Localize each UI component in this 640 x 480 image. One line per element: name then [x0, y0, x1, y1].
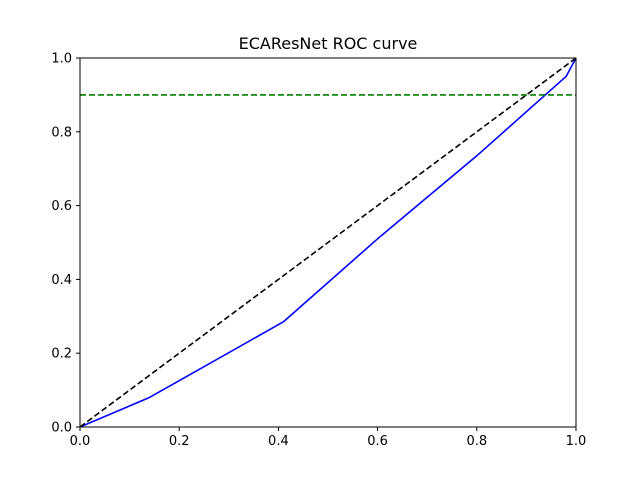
- series-group: [80, 58, 576, 427]
- y-tick-label: 0.0: [51, 421, 72, 436]
- x-tick-label: 0.8: [466, 434, 487, 449]
- y-tick-label: 0.4: [51, 273, 72, 288]
- plot-content: 0.0 0.2 0.4 0.6 0.8 1.0 0.0 0.2 0.4 0.6 0.8 1.0: [51, 52, 586, 450]
- y-tick-label: 0.2: [51, 347, 72, 362]
- x-tick-label: 0.4: [268, 434, 289, 449]
- x-tick-label: 0.2: [169, 434, 190, 449]
- series-line-1: [80, 58, 576, 427]
- chart-title: ECAResNet ROC curve: [239, 34, 418, 53]
- x-tick-label: 0.0: [70, 434, 91, 449]
- x-tick-label: 1.0: [566, 434, 587, 449]
- series-line-0: [80, 58, 576, 427]
- y-tick-label: 0.6: [51, 199, 72, 214]
- y-tick-label: 0.8: [51, 125, 72, 140]
- y-tick-label: 1.0: [51, 52, 72, 67]
- x-tick-label: 0.6: [367, 434, 388, 449]
- axes-frame: [79, 57, 577, 428]
